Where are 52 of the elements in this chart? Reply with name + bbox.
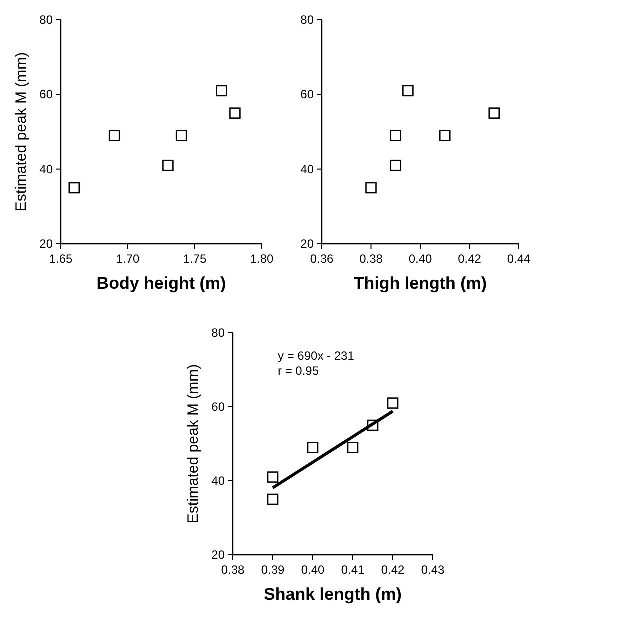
y-tick-label: 80 [40, 13, 54, 27]
point [230, 108, 241, 119]
point [176, 130, 188, 142]
x-tick-label: 0.38 [221, 563, 245, 577]
x-tick-label: 1.80 [250, 252, 274, 266]
point [390, 160, 402, 172]
y-tick-label: 20 [212, 548, 226, 562]
y-tick-label: 60 [40, 88, 54, 102]
y-tick-label: 80 [300, 13, 314, 27]
y-tick-label: 60 [212, 400, 226, 414]
x-axis-title: Body height (m) [96, 274, 226, 293]
x-tick-label: 0.43 [421, 563, 445, 577]
point [267, 472, 279, 483]
x-tick-label: 1.65 [49, 252, 73, 266]
y-tick-label: 40 [212, 474, 226, 488]
point [402, 85, 414, 97]
point [68, 182, 80, 194]
point [439, 130, 451, 142]
point [367, 420, 379, 432]
x-tick-label: 0.40 [408, 252, 432, 266]
point [162, 160, 174, 172]
y-tick-label: 80 [212, 326, 226, 340]
point [216, 85, 228, 97]
x-tick-label: 1.75 [183, 252, 207, 266]
x-tick-label: 0.36 [310, 252, 334, 266]
x-tick-label: 0.40 [301, 563, 325, 577]
point [390, 130, 402, 142]
x-tick-label: 0.38 [360, 252, 384, 266]
x-tick-label: 0.39 [261, 563, 285, 577]
point [267, 494, 279, 506]
y-tick-label: 60 [300, 88, 314, 102]
annotation: y = 690x - 231 [278, 349, 355, 363]
x-tick-label: 0.42 [458, 252, 482, 266]
x-axis-title: Thigh length (m) [354, 274, 488, 293]
point [108, 130, 120, 142]
point [307, 442, 319, 454]
point [387, 398, 399, 409]
point [347, 442, 359, 454]
y-tick-label: 20 [300, 237, 314, 251]
x-axis-title: Shank length (m) [264, 585, 402, 604]
y-tick-label: 20 [40, 237, 54, 251]
y-tick-label: 40 [40, 162, 54, 176]
point [488, 108, 500, 119]
x-tick-label: 0.44 [507, 252, 531, 266]
annotation: r = 0.95 [278, 364, 320, 378]
x-tick-label: 1.70 [116, 252, 140, 266]
x-tick-label: 0.41 [341, 563, 365, 577]
y-axis-title: Estimated peak M (mm) [13, 52, 30, 212]
x-tick-label: 0.42 [381, 563, 405, 577]
y-tick-label: 40 [300, 162, 314, 176]
y-axis-title: Estimated peak M (mm) [185, 364, 202, 524]
point [366, 182, 377, 194]
